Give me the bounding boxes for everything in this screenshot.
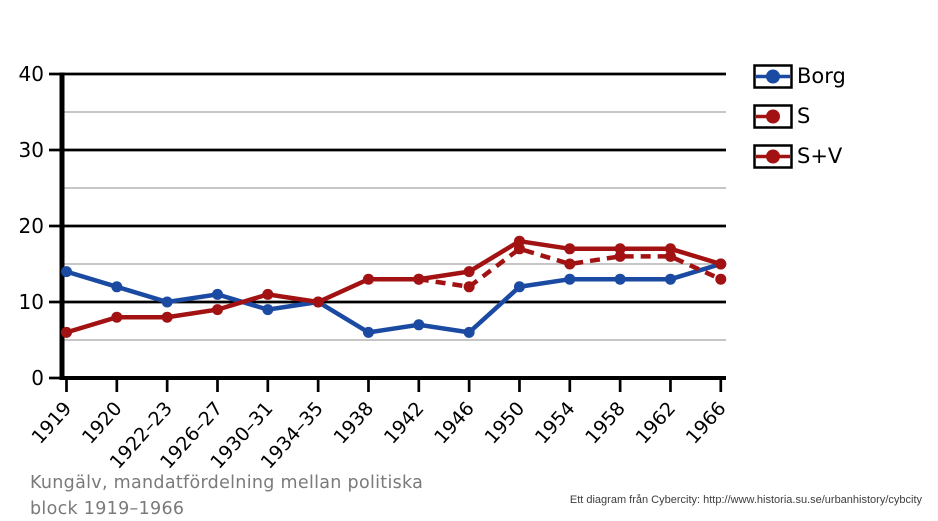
y-tick-label: 20: [19, 214, 44, 238]
series-marker-borg: [513, 281, 525, 293]
legend-sample-s: [753, 104, 793, 129]
legend-item-s-plus-v: S+V: [753, 144, 846, 169]
legend-label-borg: Borg: [797, 64, 846, 88]
series-marker-splusv: [463, 266, 475, 278]
series-marker-borg: [161, 296, 173, 308]
legend-sample-marker: [766, 69, 780, 84]
y-tick-label: 0: [31, 366, 44, 390]
series-marker-splusv: [614, 243, 626, 255]
series-marker-borg: [463, 326, 475, 338]
chart-title: Kungälv, mandatfördelning mellan politis…: [30, 470, 423, 521]
series-marker-s: [564, 258, 576, 270]
series-marker-borg: [262, 304, 274, 316]
series-marker-splusv: [564, 243, 576, 255]
x-tick-label: 1950: [480, 398, 529, 449]
y-tick-label: 10: [19, 290, 44, 314]
legend-label-s: S: [797, 104, 811, 128]
series-marker-borg: [614, 273, 626, 285]
series-line-splusv: [65, 238, 722, 335]
series-marker-s: [715, 273, 727, 285]
x-tick-label: 1919: [28, 398, 77, 449]
series-marker-splusv: [61, 326, 72, 338]
series-marker-s: [463, 281, 475, 293]
y-tick-label: 40: [19, 62, 44, 86]
series-marker-borg: [413, 319, 425, 331]
x-tick-label: 1958: [581, 398, 630, 449]
legend-sample-s-plus-v: [753, 144, 793, 169]
series-marker-splusv: [715, 258, 727, 270]
series-marker-borg: [362, 326, 374, 338]
x-tick-label: 1946: [430, 398, 479, 449]
legend-label-s-plus-v: S+V: [797, 144, 843, 168]
series-marker-s: [513, 243, 525, 255]
legend-sample-borg: [753, 64, 793, 89]
series-marker-splusv: [664, 243, 676, 255]
series-marker-splusv: [513, 235, 525, 247]
x-tick-label: 1938: [329, 398, 378, 449]
series-marker-borg: [564, 273, 576, 285]
x-tick-label: 1942: [380, 398, 429, 449]
series-marker-s: [664, 250, 676, 262]
legend: Borg S S+V: [753, 64, 846, 169]
attribution-text: Ett diagram från Cybercity: http://www.h…: [569, 494, 922, 506]
series-marker-borg: [211, 288, 223, 300]
series-marker-borg: [664, 273, 676, 285]
series-marker-splusv: [211, 304, 223, 316]
series-marker-splusv: [362, 273, 374, 285]
x-tick-label: 1954: [531, 398, 580, 449]
series-marker-splusv: [413, 273, 425, 285]
series-marker-splusv: [262, 288, 274, 300]
series-line-borg: [65, 261, 722, 335]
chart-title-line2: block 1919–1966: [30, 499, 185, 519]
legend-item-s: S: [753, 104, 846, 129]
series-marker-s: [614, 250, 626, 262]
chart-title-line1: Kungälv, mandatfördelning mellan politis…: [30, 473, 424, 493]
legend-sample-marker: [766, 109, 780, 124]
x-tick-label: 1966: [682, 398, 731, 449]
x-tick-label: 1962: [631, 398, 680, 449]
series-marker-borg: [61, 266, 72, 278]
series-marker-borg: [111, 281, 123, 293]
legend-sample-marker: [766, 149, 780, 164]
legend-item-borg: Borg: [753, 64, 846, 89]
series-marker-splusv: [111, 311, 123, 323]
series-marker-splusv: [312, 296, 324, 308]
y-tick-label: 30: [19, 138, 44, 162]
series-marker-splusv: [161, 311, 173, 323]
x-tick-label: 1920: [78, 398, 127, 449]
